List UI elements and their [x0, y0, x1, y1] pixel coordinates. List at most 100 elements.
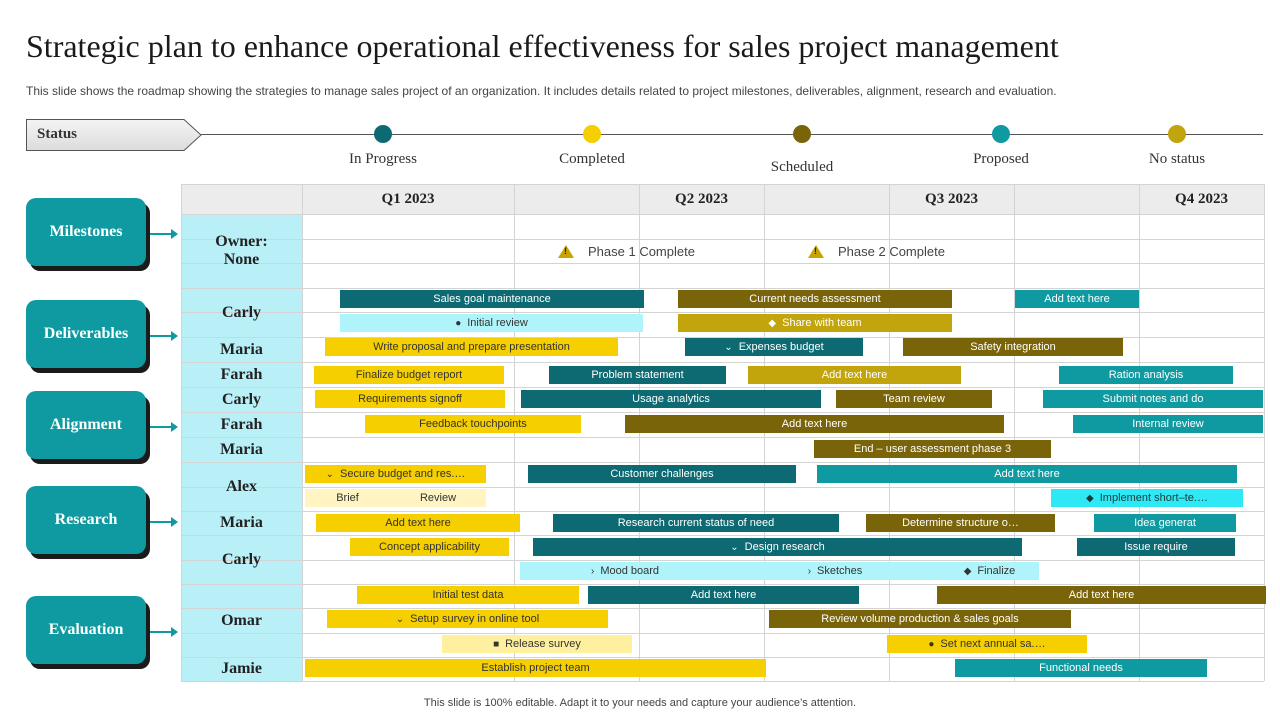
quarter-header: Q2 2023: [675, 191, 728, 207]
task-bar: Concept applicability: [350, 538, 509, 556]
task-bar: Feedback touchpoints: [365, 415, 581, 433]
status-timeline-line: [201, 134, 1263, 135]
task-label: End – user assessment phase 3: [853, 443, 1012, 455]
task-label: Research current status of need: [617, 517, 775, 529]
task-bar: Initial test data: [357, 586, 579, 604]
task-label: Issue require: [1124, 541, 1188, 553]
owner-name: Alex: [225, 477, 258, 495]
task-bar: Team review: [836, 390, 992, 408]
task-label: Sales goal maintenance: [433, 293, 551, 305]
task-bar: › Mood board: [520, 562, 730, 580]
owner-name: Carly: [221, 303, 262, 321]
task-label: Release survey: [505, 638, 581, 650]
task-label: Problem statement: [591, 369, 684, 381]
task-bar: ◆ Implement short–te.…: [1051, 489, 1243, 507]
category-milestones: Milestones: [26, 198, 146, 266]
task-bar: Review volume production & sales goals: [769, 610, 1071, 628]
task-label: Internal review: [1132, 418, 1204, 430]
diamond-icon: ◆: [963, 566, 972, 577]
task-bar: ⌄ Setup survey in online tool: [327, 610, 608, 628]
milestone: Phase 1 Complete: [558, 244, 695, 259]
quarter-header: Q4 2023: [1175, 191, 1228, 207]
task-label: Feedback touchpoints: [419, 418, 527, 430]
task-label: Sketches: [817, 565, 863, 577]
task-bar: Current needs assessment: [678, 290, 952, 308]
category-arrow: [150, 229, 178, 239]
category-research: Research: [26, 486, 146, 554]
task-label: Brief: [336, 492, 359, 504]
square-icon: ■: [493, 639, 500, 650]
task-bar: Submit notes and do: [1043, 390, 1263, 408]
task-bar: › Sketches: [730, 562, 940, 580]
milestone-label: Phase 2 Complete: [838, 244, 945, 259]
owner-name: Carly: [221, 550, 262, 568]
task-bar: Determine structure o…: [866, 514, 1055, 532]
task-label: Current needs assessment: [749, 293, 881, 305]
legend-dot: [583, 125, 601, 143]
task-bar: ◆ Finalize: [940, 562, 1039, 580]
quarter-header: Q3 2023: [925, 191, 978, 207]
task-label: Requirements signoff: [358, 393, 462, 405]
milestone-label: Phase 1 Complete: [588, 244, 695, 259]
dot-icon: ●: [455, 318, 462, 329]
task-bar: Add text here: [817, 465, 1237, 483]
task-label: Customer challenges: [610, 468, 714, 480]
task-label: Add text here: [994, 468, 1060, 480]
category-alignment: Alignment: [26, 391, 146, 459]
diamond-icon: ◆: [768, 318, 777, 329]
chevron-down-icon: ⌄: [395, 614, 405, 625]
legend-label: Completed: [559, 151, 625, 167]
owner-name: Maria: [220, 340, 263, 358]
warning-icon: [808, 245, 824, 258]
task-label: Finalize budget report: [355, 369, 463, 381]
task-bar: Functional needs: [955, 659, 1207, 677]
task-bar: Usage analytics: [521, 390, 821, 408]
chevron-down-icon: ⌄: [724, 342, 733, 353]
task-label: Mood board: [600, 565, 660, 577]
task-label: Expenses budget: [738, 341, 824, 353]
task-label: Concept applicability: [379, 541, 480, 553]
chevron-right-icon: ›: [590, 566, 595, 577]
owner-name: Maria: [220, 514, 263, 531]
task-label: Implement short–te.…: [1099, 492, 1208, 504]
task-label: Set next annual sa.…: [940, 638, 1046, 650]
task-label: Finalize: [977, 565, 1016, 577]
task-label: Add text here: [1044, 293, 1110, 305]
owner-name: Omar: [221, 611, 262, 629]
task-bar: ⌄ Expenses budget: [685, 338, 863, 356]
task-bar: ■ Release survey: [442, 635, 632, 653]
milestone: Phase 2 Complete: [808, 244, 945, 259]
diamond-icon: ◆: [1086, 493, 1094, 504]
task-bar: Research current status of need: [553, 514, 839, 532]
task-label: Secure budget and res.…: [340, 468, 466, 480]
task-label: Add text here: [1068, 589, 1135, 601]
task-bar: Customer challenges: [528, 465, 796, 483]
quarter-header: Q1 2023: [381, 191, 435, 207]
task-label: Initial review: [467, 317, 528, 329]
footer-note: This slide is 100% editable. Adapt it to…: [423, 697, 857, 709]
task-bar: ⌄ Secure budget and res.…: [305, 465, 486, 483]
task-bar: Add text here: [316, 514, 520, 532]
task-bar: End – user assessment phase 3: [814, 440, 1051, 458]
task-bar: ● Set next annual sa.…: [887, 635, 1087, 653]
task-bar: ● Initial review: [340, 314, 643, 332]
legend-dot: [992, 125, 1010, 143]
task-bar: Requirements signoff: [315, 390, 505, 408]
task-label: Idea generat: [1134, 517, 1196, 529]
page-title: Strategic plan to enhance operational ef…: [26, 28, 1059, 64]
task-bar: Add text here: [1015, 290, 1139, 308]
task-bar: Add text here: [748, 366, 961, 384]
task-bar: Idea generat: [1094, 514, 1236, 532]
task-label: Add text here: [781, 418, 848, 430]
owner-name: Farah: [220, 365, 263, 383]
task-bar: Add text here: [625, 415, 1004, 433]
task-label: Ration analysis: [1108, 369, 1184, 381]
owner-name: Owner: None: [215, 233, 268, 268]
category-evaluation: Evaluation: [26, 596, 146, 664]
legend-label: Scheduled: [770, 159, 834, 175]
task-label: Write proposal and prepare presentation: [373, 341, 570, 353]
task-bar: Write proposal and prepare presentation: [325, 338, 618, 356]
category-arrow: [150, 331, 178, 341]
task-label: Establish project team: [481, 662, 590, 674]
